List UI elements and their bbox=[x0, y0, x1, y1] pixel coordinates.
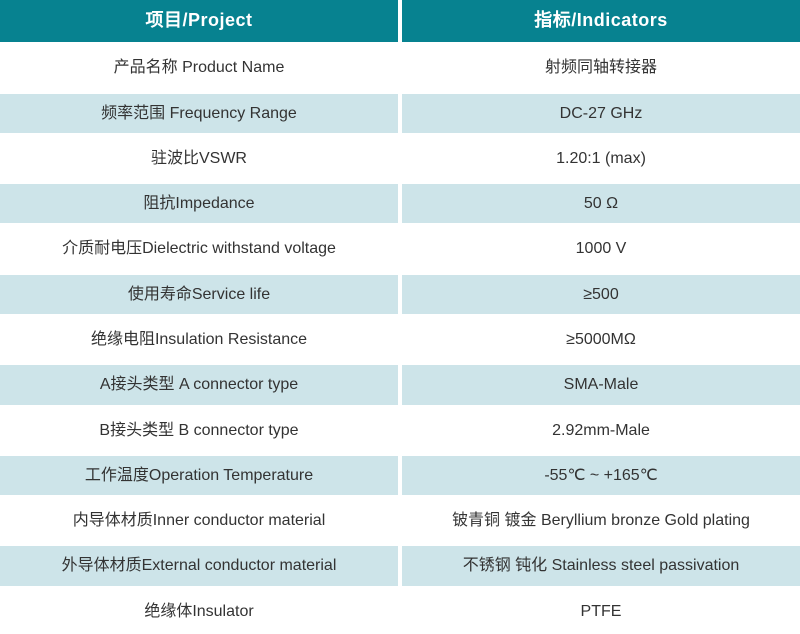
table-row: 产品名称 Product Name 射频同轴转接器 bbox=[0, 45, 800, 91]
project-cell: 频率范围 Frequency Range bbox=[0, 90, 398, 136]
project-cell: 工作温度Operation Temperature bbox=[0, 452, 398, 499]
indicator-cell: 2.92mm-Male bbox=[402, 407, 800, 453]
indicator-cell: PTFE bbox=[402, 588, 800, 634]
table-row: 阻抗Impedance 50 Ω bbox=[0, 181, 800, 227]
project-cell: A接头类型 A connector type bbox=[0, 362, 398, 408]
indicator-cell: 铍青铜 镀金 Beryllium bronze Gold plating bbox=[402, 498, 800, 544]
indicator-cell: ≥5000MΩ bbox=[402, 316, 800, 363]
indicator-cell: ≥500 bbox=[402, 271, 800, 317]
table-row: 工作温度Operation Temperature -55℃ ~ +165℃ bbox=[0, 452, 800, 499]
indicator-cell: 射频同轴转接器 bbox=[402, 45, 800, 91]
table-row: 使用寿命Service life ≥500 bbox=[0, 271, 800, 317]
indicator-cell: 50 Ω bbox=[402, 181, 800, 227]
column-header-project: 项目/Project bbox=[0, 0, 398, 46]
indicator-cell: 不锈钢 钝化 Stainless steel passivation bbox=[402, 543, 800, 589]
column-header-indicators: 指标/Indicators bbox=[402, 0, 800, 46]
project-cell: 产品名称 Product Name bbox=[0, 45, 398, 91]
project-cell: 驻波比VSWR bbox=[0, 135, 398, 182]
project-cell: 绝缘体Insulator bbox=[0, 588, 398, 634]
table-row: 驻波比VSWR 1.20:1 (max) bbox=[0, 135, 800, 182]
table-row: B接头类型 B connector type 2.92mm-Male bbox=[0, 407, 800, 453]
indicator-cell: DC-27 GHz bbox=[402, 90, 800, 136]
project-cell: 阻抗Impedance bbox=[0, 181, 398, 227]
project-cell: B接头类型 B connector type bbox=[0, 407, 398, 453]
indicator-cell: SMA-Male bbox=[402, 362, 800, 408]
indicator-cell: 1.20:1 (max) bbox=[402, 135, 800, 182]
table-row: 内导体材质Inner conductor material 铍青铜 镀金 Ber… bbox=[0, 498, 800, 544]
project-cell: 使用寿命Service life bbox=[0, 271, 398, 317]
project-cell: 外导体材质External conductor material bbox=[0, 543, 398, 589]
project-cell: 绝缘电阻Insulation Resistance bbox=[0, 316, 398, 363]
table-header-row: 项目/Project 指标/Indicators bbox=[0, 0, 800, 46]
project-cell: 内导体材质Inner conductor material bbox=[0, 498, 398, 544]
table-row: 介质耐电压Dielectric withstand voltage 1000 V bbox=[0, 226, 800, 272]
project-cell: 介质耐电压Dielectric withstand voltage bbox=[0, 226, 398, 272]
table-row: A接头类型 A connector type SMA-Male bbox=[0, 362, 800, 408]
table-row: 绝缘体Insulator PTFE bbox=[0, 588, 800, 634]
table-row: 外导体材质External conductor material 不锈钢 钝化 … bbox=[0, 543, 800, 589]
table-row: 绝缘电阻Insulation Resistance ≥5000MΩ bbox=[0, 316, 800, 363]
table-row: 频率范围 Frequency Range DC-27 GHz bbox=[0, 90, 800, 136]
indicator-cell: -55℃ ~ +165℃ bbox=[402, 452, 800, 499]
indicator-cell: 1000 V bbox=[402, 226, 800, 272]
